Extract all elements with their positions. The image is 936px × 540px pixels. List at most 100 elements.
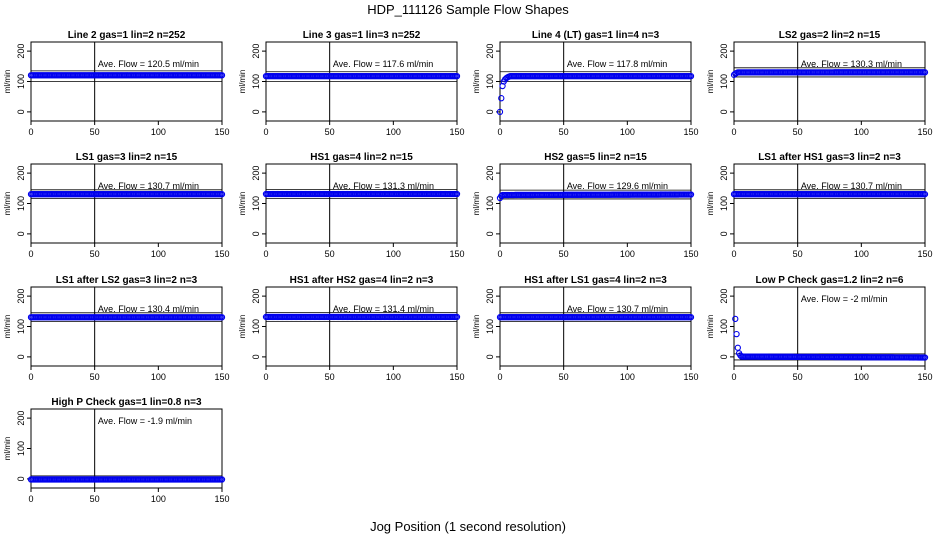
data-point — [453, 73, 461, 80]
y-tick-label: 100 — [485, 319, 495, 334]
y-tick-label: 0 — [251, 231, 261, 236]
panel: LS1 gas=3 lin=2 n=15 0 50 100 150 0 100 200 ml/m… — [3, 152, 230, 259]
y-axis-label: ml/min — [3, 192, 12, 216]
x-tick-label: 100 — [854, 249, 869, 259]
panel: HS1 after LS1 gas=4 lin=2 n=3 0 50 100 150 0 1… — [472, 275, 699, 382]
data-point — [218, 191, 226, 198]
y-tick-label: 100 — [16, 441, 26, 456]
data-point — [732, 315, 739, 323]
y-axis-label: ml/min — [472, 70, 481, 94]
figure-title: HDP_111126 Sample Flow Shapes — [367, 2, 569, 17]
panel-title: HS1 after HS2 gas=4 lin=2 n=3 — [290, 275, 434, 286]
y-axis-label: ml/min — [3, 437, 12, 461]
average-flow-annotation: Ave. Flow = -2 ml/min — [801, 294, 888, 304]
y-tick-label: 0 — [485, 231, 495, 236]
average-flow-annotation: Ave. Flow = 130.7 ml/min — [801, 181, 902, 191]
y-axis-label: ml/min — [706, 192, 715, 216]
y-tick-label: 100 — [719, 196, 729, 211]
x-tick-label: 50 — [90, 249, 100, 259]
panel: Low P Check gas=1.2 lin=2 n=6 0 50 100 150 0 1… — [706, 275, 933, 382]
x-tick-label: 150 — [917, 249, 932, 259]
x-tick-label: 0 — [28, 249, 33, 259]
y-tick-label: 200 — [251, 289, 261, 304]
x-tick-label: 100 — [386, 127, 401, 137]
y-tick-label: 0 — [16, 354, 26, 359]
y-tick-label: 0 — [485, 354, 495, 359]
data-point — [687, 314, 695, 321]
x-tick-label: 150 — [683, 249, 698, 259]
y-tick-label: 0 — [16, 476, 26, 481]
data-point — [496, 108, 504, 116]
x-tick-label: 0 — [263, 372, 268, 382]
x-tick-label: 150 — [683, 372, 698, 382]
data-point — [498, 95, 505, 102]
data-point — [687, 72, 695, 80]
y-tick-label: 200 — [16, 289, 26, 304]
y-axis-label: ml/min — [706, 315, 715, 339]
panel: LS1 after LS2 gas=3 lin=2 n=3 0 50 100 150 0 1… — [3, 275, 230, 382]
y-tick-label: 200 — [251, 44, 261, 59]
panel-title: HS2 gas=5 lin=2 n=15 — [544, 152, 647, 163]
x-tick-label: 50 — [559, 249, 569, 259]
x-tick-label: 100 — [854, 127, 869, 137]
average-flow-annotation: Ave. Flow = 130.7 ml/min — [98, 181, 199, 191]
y-tick-label: 100 — [251, 196, 261, 211]
x-tick-label: 50 — [793, 127, 803, 137]
y-tick-label: 100 — [16, 196, 26, 211]
x-tick-label: 150 — [214, 249, 229, 259]
y-tick-label: 0 — [16, 109, 26, 114]
x-tick-label: 50 — [90, 494, 100, 504]
x-tick-label: 150 — [214, 127, 229, 137]
y-tick-label: 100 — [16, 319, 26, 334]
x-tick-label: 100 — [386, 249, 401, 259]
y-tick-label: 200 — [16, 411, 26, 426]
x-tick-label: 50 — [325, 372, 335, 382]
y-tick-label: 100 — [251, 319, 261, 334]
y-tick-label: 0 — [719, 109, 729, 114]
y-tick-label: 0 — [719, 354, 729, 359]
panel-title: Line 3 gas=1 lin=3 n=252 — [303, 30, 421, 41]
x-tick-label: 50 — [793, 372, 803, 382]
x-tick-label: 0 — [731, 249, 736, 259]
data-point — [218, 476, 226, 483]
x-tick-label: 150 — [449, 372, 464, 382]
panel: Line 3 gas=1 lin=3 n=252 0 50 100 150 0 100 200… — [238, 30, 465, 137]
average-flow-annotation: Ave. Flow = 117.8 ml/min — [567, 59, 667, 69]
panel-title: LS1 after HS1 gas=3 lin=2 n=3 — [758, 152, 901, 163]
y-tick-label: 200 — [485, 44, 495, 59]
panels-grid: Line 2 gas=1 lin=2 n=252 0 50 100 150 0 100 200… — [3, 30, 933, 504]
panel: HS1 after HS2 gas=4 lin=2 n=3 0 50 100 150 0 1… — [238, 275, 465, 382]
x-tick-label: 150 — [449, 249, 464, 259]
average-flow-annotation: Ave. Flow = 130.4 ml/min — [98, 304, 199, 314]
panel-title: HS1 gas=4 lin=2 n=15 — [310, 152, 413, 163]
y-tick-label: 0 — [719, 231, 729, 236]
data-point — [218, 72, 226, 79]
x-tick-label: 100 — [151, 127, 166, 137]
x-tick-label: 0 — [28, 372, 33, 382]
average-flow-annotation: Ave. Flow = -1.9 ml/min — [98, 416, 192, 426]
panel: Line 2 gas=1 lin=2 n=252 0 50 100 150 0 100 200… — [3, 30, 230, 137]
panel-title: LS1 gas=3 lin=2 n=15 — [76, 152, 178, 163]
average-flow-annotation: Ave. Flow = 117.6 ml/min — [333, 59, 433, 69]
panel-title: Low P Check gas=1.2 lin=2 n=6 — [756, 275, 904, 286]
average-flow-annotation: Ave. Flow = 120.5 ml/min — [98, 59, 199, 69]
average-flow-annotation: Ave. Flow = 130.7 ml/min — [567, 304, 668, 314]
y-tick-label: 0 — [251, 109, 261, 114]
x-tick-label: 50 — [793, 249, 803, 259]
y-tick-label: 200 — [251, 166, 261, 181]
x-tick-label: 0 — [731, 372, 736, 382]
x-tick-label: 150 — [214, 494, 229, 504]
y-tick-label: 200 — [485, 289, 495, 304]
x-tick-label: 0 — [263, 127, 268, 137]
x-tick-label: 100 — [620, 127, 635, 137]
y-tick-label: 100 — [485, 196, 495, 211]
data-point — [453, 190, 461, 198]
x-tick-label: 150 — [214, 372, 229, 382]
x-tick-label: 0 — [731, 127, 736, 137]
y-axis-label: ml/min — [472, 192, 481, 216]
x-tick-label: 0 — [28, 127, 33, 137]
average-flow-annotation: Ave. Flow = 131.4 ml/min — [333, 304, 434, 314]
y-tick-label: 100 — [251, 74, 261, 89]
